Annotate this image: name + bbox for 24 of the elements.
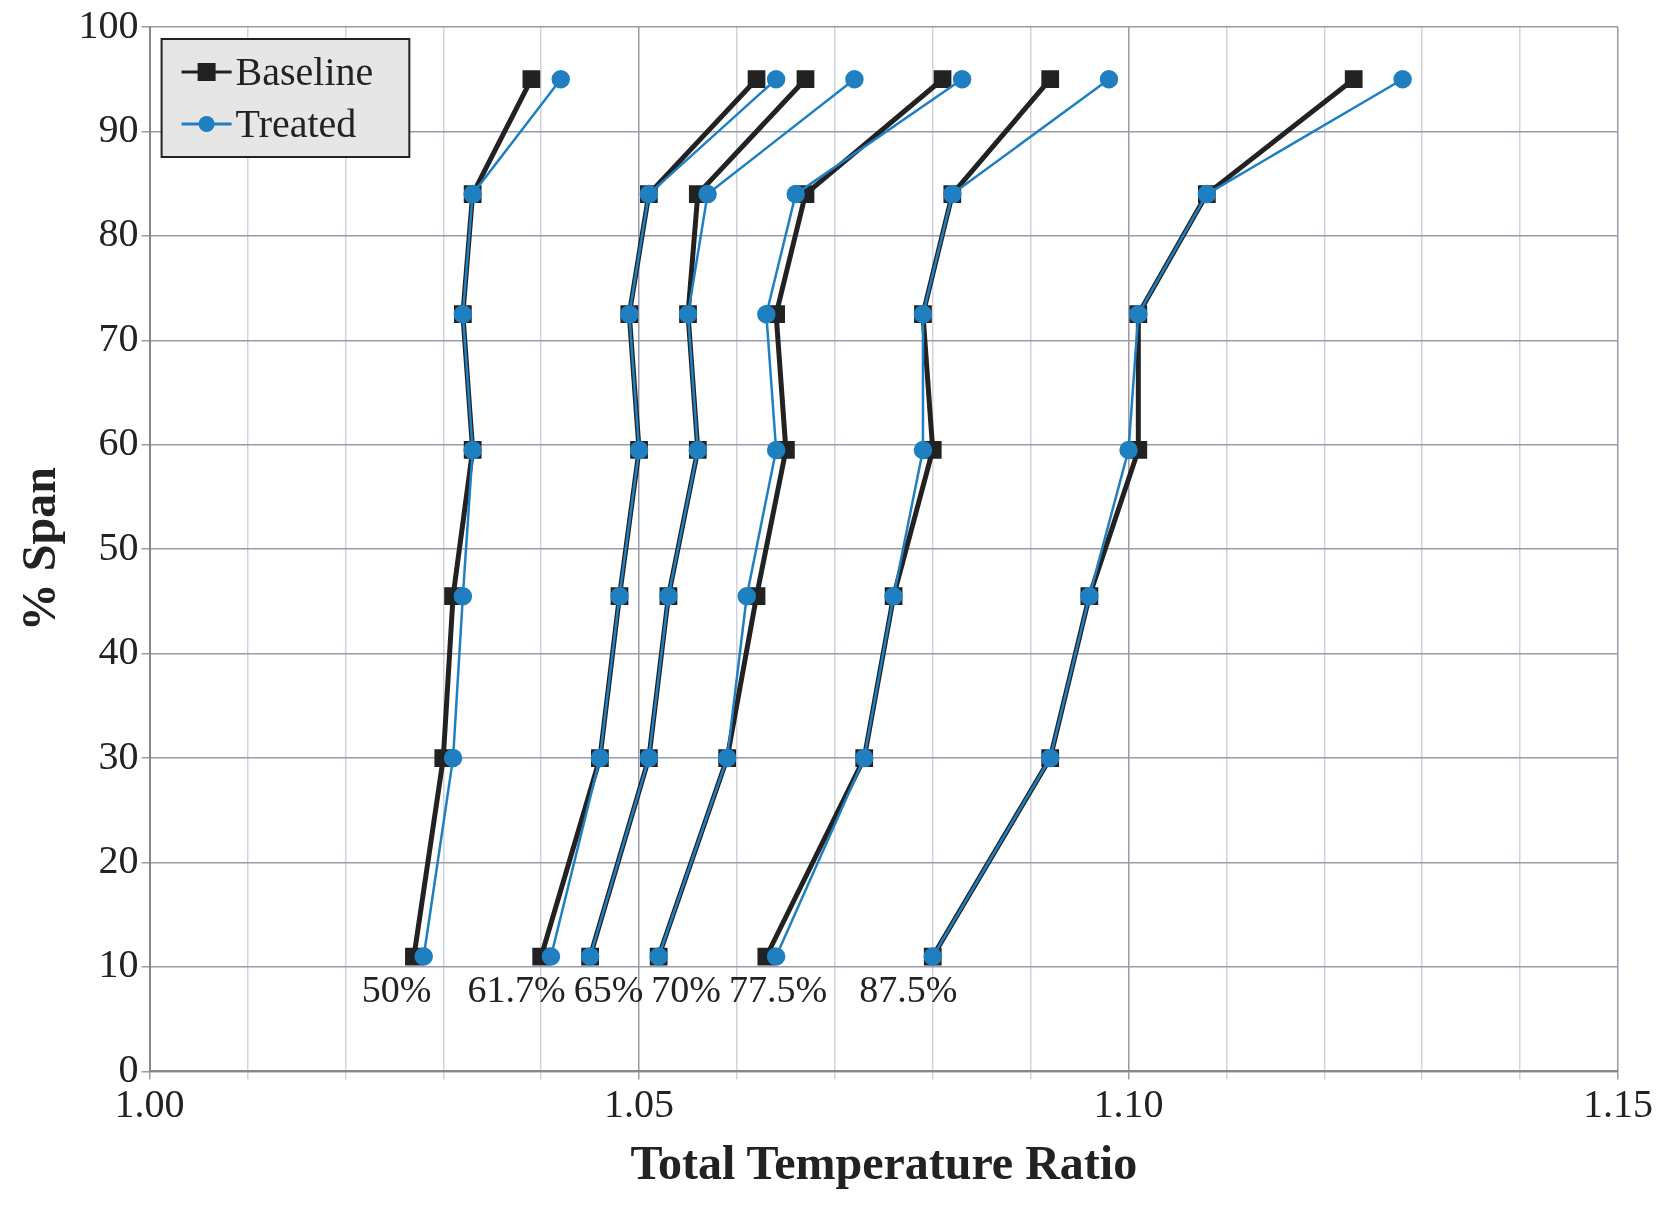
- y-tick-label: 70: [98, 314, 139, 360]
- y-tick-label: 80: [98, 210, 139, 256]
- y-tick-label: 0: [118, 1045, 139, 1091]
- annotation: 77.5%: [729, 967, 828, 1010]
- y-tick-label: 50: [98, 523, 139, 569]
- y-tick-label: 60: [98, 419, 139, 465]
- y-tick-label: 90: [98, 105, 139, 151]
- x-tick-label: 1.05: [604, 1080, 675, 1126]
- x-axis-title: Total Temperature Ratio: [630, 1135, 1138, 1189]
- y-tick-label: 10: [98, 941, 139, 987]
- annotation: 50%: [361, 967, 432, 1010]
- annotation: 70%: [651, 967, 722, 1010]
- y-tick-label: 20: [98, 837, 139, 883]
- y-tick-label: 30: [98, 732, 139, 778]
- x-tick-label: 1.10: [1093, 1080, 1164, 1126]
- annotation: 87.5%: [859, 967, 958, 1010]
- y-tick-label: 40: [98, 628, 139, 674]
- annotation: 61.7%: [467, 967, 566, 1010]
- y-axis-title: % Span: [12, 467, 66, 632]
- x-tick-label: 1.15: [1583, 1080, 1653, 1126]
- annotation: 65%: [573, 967, 644, 1010]
- legend-label: Treated: [235, 100, 357, 146]
- y-tick-label: 100: [78, 1, 139, 47]
- legend-label: Baseline: [235, 48, 374, 94]
